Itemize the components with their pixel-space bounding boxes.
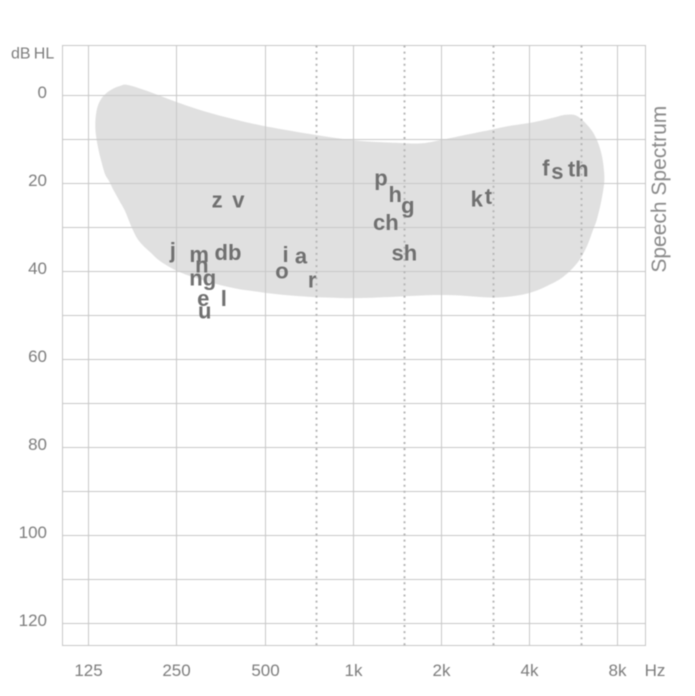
svg-text:500: 500 — [251, 661, 279, 680]
svg-text:k: k — [471, 187, 484, 212]
svg-text:Speech Spectrum: Speech Spectrum — [648, 106, 671, 273]
svg-text:e: e — [197, 286, 209, 311]
svg-text:o: o — [275, 258, 288, 283]
svg-text:j: j — [169, 238, 176, 263]
svg-text:250: 250 — [162, 661, 190, 680]
svg-text:a: a — [295, 243, 308, 268]
svg-text:r: r — [308, 268, 317, 293]
svg-text:60: 60 — [28, 347, 47, 366]
svg-text:4k: 4k — [521, 661, 539, 680]
svg-text:120: 120 — [19, 611, 47, 630]
svg-text:f: f — [542, 156, 550, 181]
svg-text:v: v — [232, 188, 245, 213]
svg-text:ng: ng — [189, 266, 216, 291]
svg-text:125: 125 — [74, 661, 102, 680]
svg-text:l: l — [221, 286, 227, 311]
svg-text:z: z — [212, 188, 223, 213]
svg-text:g: g — [401, 193, 414, 218]
svg-text:i: i — [283, 242, 289, 267]
svg-text:sh: sh — [391, 240, 417, 265]
svg-text:db: db — [215, 240, 242, 265]
svg-text:th: th — [568, 157, 589, 182]
svg-text:20: 20 — [28, 171, 47, 190]
svg-text:p: p — [374, 165, 387, 190]
svg-text:8k: 8k — [609, 661, 627, 680]
svg-text:h: h — [388, 182, 401, 207]
svg-text:t: t — [485, 184, 493, 209]
svg-text:40: 40 — [28, 259, 47, 278]
svg-text:n: n — [195, 253, 208, 278]
svg-text:m: m — [189, 242, 209, 267]
svg-text:dB HL: dB HL — [11, 45, 54, 62]
svg-text:0: 0 — [38, 83, 47, 102]
svg-text:2k: 2k — [433, 661, 451, 680]
svg-text:80: 80 — [28, 435, 47, 454]
svg-text:1k: 1k — [345, 661, 363, 680]
svg-text:Hz: Hz — [645, 661, 666, 680]
svg-text:s: s — [551, 159, 563, 184]
svg-text:100: 100 — [19, 523, 47, 542]
svg-text:ch: ch — [373, 210, 399, 235]
svg-text:u: u — [198, 299, 211, 324]
